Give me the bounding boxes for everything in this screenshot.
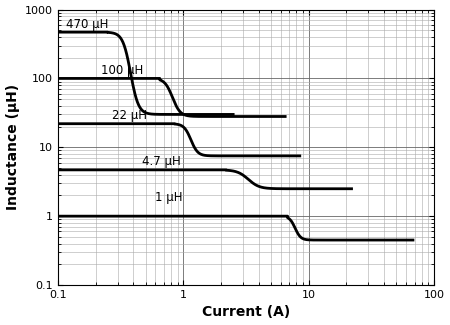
Text: 470 μH: 470 μH [66,18,108,31]
Text: 22 μH: 22 μH [112,109,147,122]
Text: 1 μH: 1 μH [156,191,183,204]
X-axis label: Current (A): Current (A) [202,306,290,319]
Text: 100 μH: 100 μH [101,64,143,77]
Text: 4.7 μH: 4.7 μH [142,155,181,168]
Y-axis label: Inductance (μH): Inductance (μH) [5,84,19,210]
